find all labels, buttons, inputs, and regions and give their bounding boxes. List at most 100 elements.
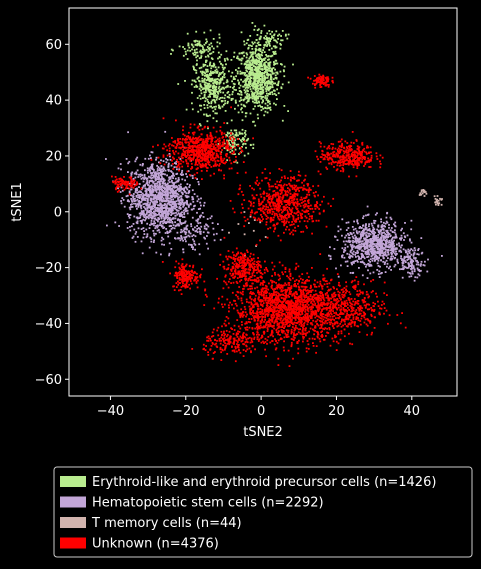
scatter-point xyxy=(172,177,174,179)
scatter-point xyxy=(170,184,173,187)
scatter-point xyxy=(314,293,317,296)
scatter-point xyxy=(280,87,283,90)
scatter-point xyxy=(291,318,293,321)
scatter-point xyxy=(159,214,162,216)
scatter-point xyxy=(157,178,160,181)
scatter-point xyxy=(333,298,336,301)
scatter-point xyxy=(183,221,186,224)
scatter-point xyxy=(177,224,180,227)
scatter-point xyxy=(197,43,200,45)
scatter-point xyxy=(198,123,201,125)
scatter-point xyxy=(317,309,320,311)
scatter-point xyxy=(228,142,230,144)
scatter-point xyxy=(271,30,273,33)
scatter-point xyxy=(357,222,359,225)
scatter-point xyxy=(191,102,193,105)
scatter-point xyxy=(294,306,297,309)
scatter-point xyxy=(296,341,299,343)
scatter-point xyxy=(319,280,322,283)
scatter-point xyxy=(253,315,256,318)
scatter-point xyxy=(362,255,365,258)
scatter-point xyxy=(159,206,162,209)
scatter-point xyxy=(118,225,120,227)
scatter-point xyxy=(390,249,393,251)
scatter-point xyxy=(295,284,297,287)
scatter-point xyxy=(350,255,353,257)
scatter-point xyxy=(388,243,391,246)
scatter-point xyxy=(147,214,150,217)
scatter-point xyxy=(221,64,224,66)
scatter-point xyxy=(136,156,139,159)
scatter-point xyxy=(257,289,260,292)
scatter-point xyxy=(267,311,270,314)
scatter-point xyxy=(353,279,356,282)
scatter-point xyxy=(162,227,165,229)
scatter-point xyxy=(249,81,252,84)
scatter-point xyxy=(253,312,255,315)
scatter-point xyxy=(261,101,264,104)
scatter-point xyxy=(420,190,423,193)
scatter-point xyxy=(214,69,217,72)
scatter-point xyxy=(207,55,210,58)
scatter-point xyxy=(272,308,274,311)
scatter-point xyxy=(362,254,364,257)
scatter-point xyxy=(173,207,176,210)
scatter-point xyxy=(408,275,411,278)
scatter-point xyxy=(242,310,244,313)
scatter-point xyxy=(317,295,320,297)
scatter-point xyxy=(172,205,175,208)
scatter-point xyxy=(141,252,144,255)
scatter-point xyxy=(217,51,220,54)
scatter-point xyxy=(146,222,149,225)
scatter-point xyxy=(181,169,184,172)
scatter-point xyxy=(271,84,274,86)
scatter-point xyxy=(246,59,249,62)
scatter-point xyxy=(206,83,209,85)
scatter-point xyxy=(298,275,301,278)
scatter-point xyxy=(158,188,160,190)
scatter-point xyxy=(260,105,262,108)
scatter-point xyxy=(177,237,179,240)
scatter-point xyxy=(161,225,163,228)
scatter-point xyxy=(264,107,267,109)
scatter-point xyxy=(231,142,234,144)
scatter-point xyxy=(212,65,215,68)
scatter-point xyxy=(145,204,148,207)
scatter-point xyxy=(294,317,297,320)
scatter-point xyxy=(196,228,199,230)
scatter-point xyxy=(177,193,180,196)
scatter-point xyxy=(178,196,180,199)
scatter-point xyxy=(133,183,136,186)
scatter-point xyxy=(190,246,193,248)
scatter-point xyxy=(222,67,225,70)
scatter-point xyxy=(381,246,384,249)
scatter-point xyxy=(193,205,195,208)
scatter-point xyxy=(235,129,238,132)
scatter-point xyxy=(371,230,374,233)
scatter-point xyxy=(392,240,394,243)
scatter-point xyxy=(254,75,257,78)
scatter-point xyxy=(158,161,160,164)
scatter-point xyxy=(262,100,264,103)
scatter-point xyxy=(331,324,334,327)
scatter-point xyxy=(367,252,369,255)
scatter-point xyxy=(134,191,137,194)
scatter-point xyxy=(250,71,253,74)
scatter-point xyxy=(256,338,259,341)
scatter-point xyxy=(209,63,211,65)
scatter-point xyxy=(381,244,383,247)
scatter-point xyxy=(205,75,208,78)
scatter-point xyxy=(174,181,177,184)
scatter-point xyxy=(349,232,352,234)
scatter-point xyxy=(373,237,375,240)
scatter-point xyxy=(137,194,139,196)
scatter-point xyxy=(413,257,415,259)
scatter-point xyxy=(140,210,143,212)
scatter-point xyxy=(171,203,174,205)
scatter-point xyxy=(202,231,205,234)
scatter-point xyxy=(259,283,262,286)
scatter-point xyxy=(262,46,265,49)
scatter-point xyxy=(251,41,254,44)
scatter-point xyxy=(163,219,165,222)
scatter-point xyxy=(421,192,424,195)
